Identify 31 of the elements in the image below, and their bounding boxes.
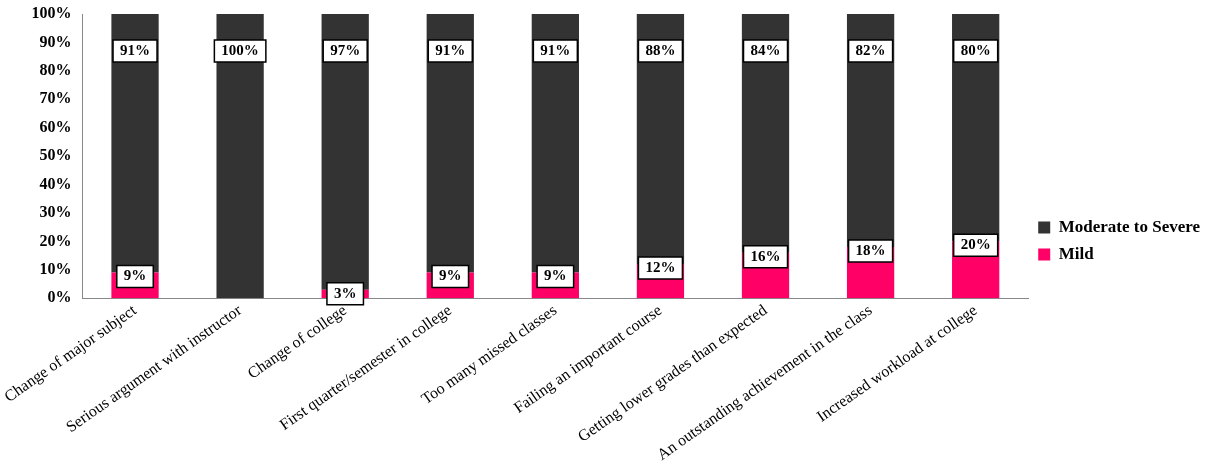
legend-label: Mild xyxy=(1058,243,1095,263)
data-label: 16% xyxy=(750,247,781,264)
y-tick-label: 80% xyxy=(39,60,72,78)
data-label: 9% xyxy=(123,267,147,284)
y-tick-label: 90% xyxy=(39,32,72,50)
data-label: 20% xyxy=(960,236,991,253)
data-label: 12% xyxy=(645,258,676,275)
y-tick-label: 30% xyxy=(39,203,72,221)
data-label: 88% xyxy=(645,41,676,58)
data-label: 100% xyxy=(221,41,259,58)
data-label: 80% xyxy=(960,41,991,58)
legend-label: Moderate to Severe xyxy=(1058,216,1201,236)
data-label: 91% xyxy=(540,41,571,58)
y-tick-label: 70% xyxy=(39,89,72,107)
data-label: 97% xyxy=(330,41,361,58)
data-label: 3% xyxy=(333,284,357,301)
data-label: 18% xyxy=(855,241,886,258)
y-tick-label: 60% xyxy=(39,117,72,135)
data-label: 82% xyxy=(855,41,886,58)
y-tick-label: 20% xyxy=(39,231,72,249)
data-label: 9% xyxy=(439,267,462,284)
y-tick-label: 40% xyxy=(39,174,72,192)
y-tick-label: 0% xyxy=(47,288,72,306)
bar xyxy=(216,14,264,299)
data-label: 91% xyxy=(435,41,466,58)
y-tick-label: 10% xyxy=(39,259,72,277)
data-label: 84% xyxy=(750,41,781,58)
data-label: 9% xyxy=(544,267,567,284)
y-tick-label: 50% xyxy=(39,146,72,164)
y-tick-label: 100% xyxy=(31,4,72,22)
data-label: 91% xyxy=(120,41,151,58)
